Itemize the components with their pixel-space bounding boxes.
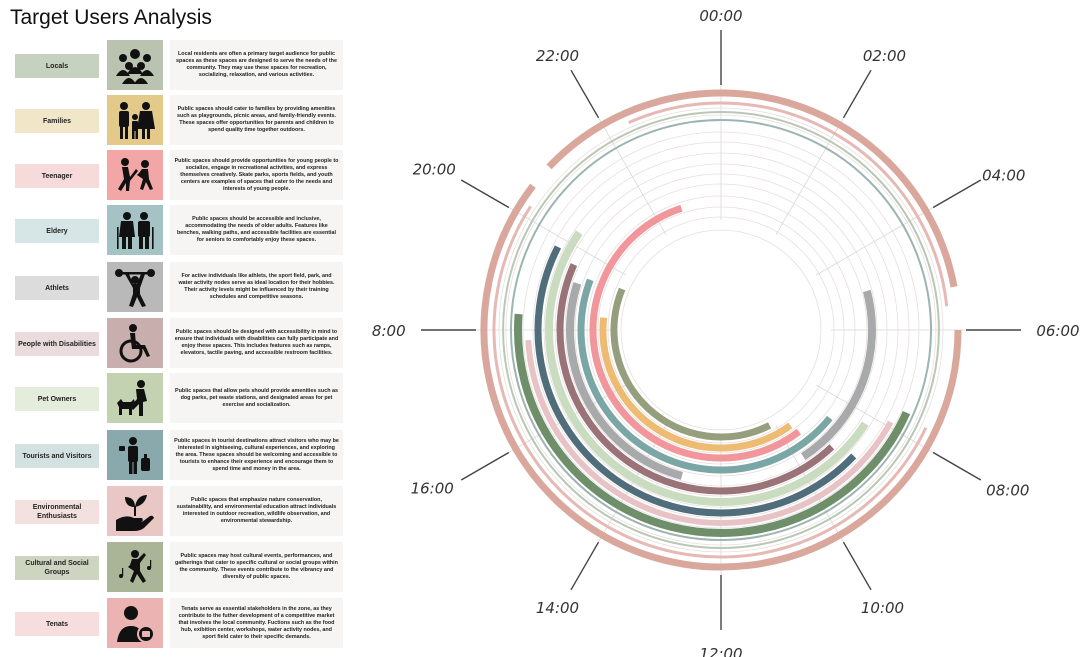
hour-label: 00:00 <box>699 7 742 25</box>
usage-arc <box>801 289 876 460</box>
guide-circle <box>574 183 868 477</box>
tenant-icon <box>107 598 163 648</box>
daily-usage-clock-diagram: 00:00 02:00 04:00 06:00 08:00 10:00 12:00 14:00… <box>362 0 1091 657</box>
user-description: Public spaces that allow pets should pro… <box>170 373 343 423</box>
user-row: Eldery Public spaces should be accessible… <box>0 205 350 257</box>
user-description: Public spaces should be accessible and i… <box>170 205 343 255</box>
usage-arc <box>577 278 833 474</box>
pet-owner-icon <box>107 373 163 423</box>
user-description: Tenats serve as essential stakeholders i… <box>170 598 343 648</box>
user-label: People with Disabilities <box>15 332 99 356</box>
user-description: Local residents are often a primary targ… <box>170 40 343 90</box>
user-row: Environmental Enthusiasts Public spaces t… <box>0 486 350 538</box>
user-label: Environmental Enthusiasts <box>15 500 99 524</box>
guide-circle <box>586 195 856 465</box>
user-row: Teenager Public spaces should provide opp… <box>0 150 350 202</box>
user-label: Families <box>15 109 99 133</box>
hour-label: 06:00 <box>1036 322 1079 340</box>
hour-label: 20:00 <box>413 161 456 179</box>
hour-label: 10:00 <box>861 599 904 617</box>
usage-arc <box>628 101 949 307</box>
hour-label: 02:00 <box>863 47 906 65</box>
dancer-icon <box>107 542 163 592</box>
hour-label: 22:00 <box>536 47 579 65</box>
user-label: Athlets <box>15 276 99 300</box>
usage-arc <box>534 245 857 517</box>
hour-tick <box>932 451 982 481</box>
hour-tick <box>932 179 982 209</box>
user-label: Tourists and Visitors <box>15 444 99 468</box>
usage-arc <box>501 111 941 549</box>
usage-arc <box>545 230 869 506</box>
family-icon <box>107 95 163 145</box>
user-description: Public spaces should provide opportuniti… <box>170 150 343 200</box>
usage-arc <box>556 263 835 495</box>
usage-arc <box>525 339 894 526</box>
user-description: For active individuals like athlets, the… <box>170 262 343 312</box>
user-label: Locals <box>15 54 99 78</box>
user-label: Pet Owners <box>15 387 99 411</box>
hour-tick <box>842 541 872 591</box>
user-row: Tenats Tenats serve as essential stakehol… <box>0 598 350 650</box>
plant-hand-icon <box>107 486 163 536</box>
usage-arc <box>566 282 683 480</box>
usage-arc <box>492 205 928 559</box>
user-description: Public spaces should be designed with ac… <box>170 318 343 368</box>
user-row: Pet Owners Public spaces that allow pets … <box>0 373 350 425</box>
user-row: Athlets For active individuals like athle… <box>0 262 350 314</box>
hour-tick <box>842 69 872 119</box>
tourist-icon <box>107 430 163 480</box>
elderly-couple-icon <box>107 205 163 255</box>
hour-label: 14:00 <box>536 599 579 617</box>
guide-circle <box>620 229 822 431</box>
page-title: Target Users Analysis <box>10 6 212 29</box>
wheelchair-icon <box>107 318 163 368</box>
user-description: Public spaces should cater to families b… <box>170 95 343 145</box>
hour-tick <box>570 541 600 591</box>
dancing-teens-icon <box>107 150 163 200</box>
clock-svg: 00:00 02:00 04:00 06:00 08:00 10:00 12:00 14:00… <box>362 7 1079 657</box>
hour-tick <box>460 451 510 481</box>
usage-arc <box>480 183 962 571</box>
user-row: Tourists and Visitors Public spaces in to… <box>0 430 350 482</box>
user-label: Eldery <box>15 219 99 243</box>
usage-arc <box>546 89 958 288</box>
user-row: People with Disabilities Public spaces sh… <box>0 318 350 370</box>
user-label: Tenats <box>15 612 99 636</box>
user-description: Public spaces in tourist destinations at… <box>170 430 343 480</box>
guide-circle <box>597 206 845 454</box>
usage-arc <box>514 313 911 537</box>
user-description: Public spaces that emphasize nature cons… <box>170 486 343 536</box>
crowd-icon <box>107 40 163 90</box>
weightlifter-icon <box>107 262 163 312</box>
usage-arc <box>610 287 772 441</box>
hour-tick <box>570 69 600 119</box>
hour-label: 16:00 <box>411 480 454 498</box>
hour-label: 08:00 <box>986 482 1029 500</box>
user-row: Cultural and Social Groups Public spaces … <box>0 542 350 594</box>
hour-tick <box>460 179 510 209</box>
usage-arc <box>510 119 932 541</box>
usage-arc <box>589 204 802 462</box>
hour-label: 12:00 <box>699 645 742 657</box>
user-description: Public spaces may host cultural events, … <box>170 542 343 592</box>
hour-label: 04:00 <box>982 167 1025 185</box>
user-row: Locals Local residents are often a primar… <box>0 40 350 92</box>
guide-circle <box>607 216 835 444</box>
user-label: Teenager <box>15 164 99 188</box>
usage-arc <box>599 317 793 452</box>
hour-label: 18:00 <box>370 322 406 340</box>
user-row: Families Public spaces should cater to fa… <box>0 95 350 147</box>
user-label: Cultural and Social Groups <box>15 556 99 580</box>
